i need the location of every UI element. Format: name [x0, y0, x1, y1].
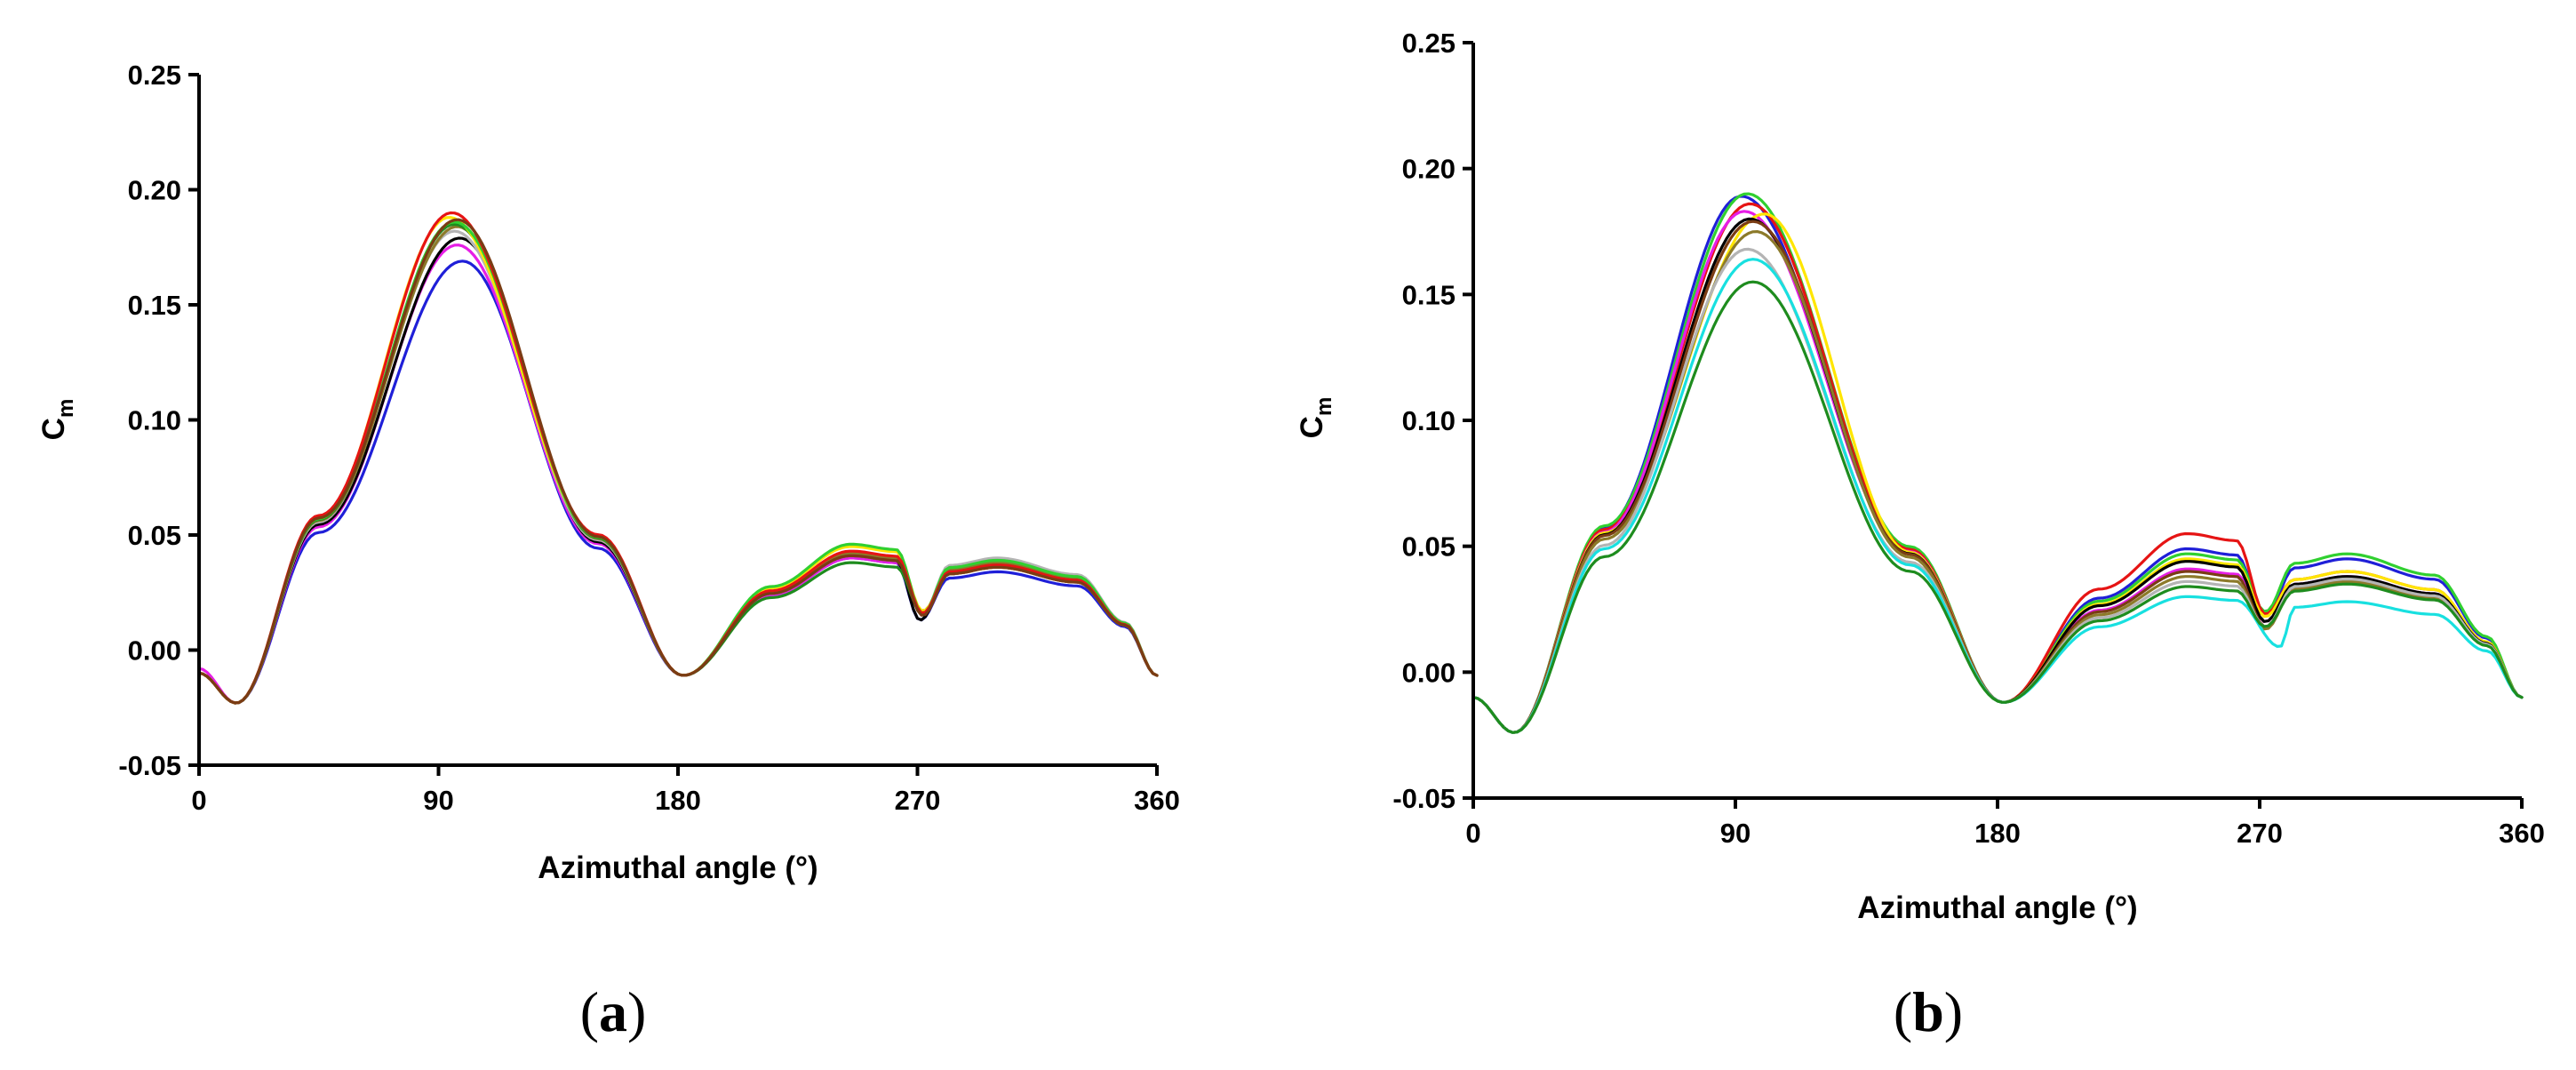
- y-axis-title-sub-b: m: [1312, 397, 1336, 416]
- x-ticks-a: 0 90 180 270 360: [191, 765, 1180, 816]
- y-tick-label: 0.00: [128, 635, 181, 667]
- series-line-red: [1471, 202, 2524, 734]
- x-ticks-b: 0 90 180 270 360: [1465, 798, 2545, 849]
- series-line-black: [197, 236, 1159, 705]
- y-tick-label: 0.20: [1402, 154, 1455, 185]
- series-line-gray: [197, 229, 1159, 705]
- y-tick-label: -0.05: [1392, 783, 1455, 814]
- x-tick-label: 270: [2237, 818, 2283, 849]
- series-line-red: [197, 211, 1159, 705]
- x-axis-title-a: Azimuthal angle (°): [538, 850, 817, 885]
- series-line-gray: [1471, 247, 2524, 734]
- x-tick-label: 90: [1720, 818, 1751, 849]
- series-line-black: [1471, 217, 2524, 734]
- plot-area-b: [1471, 192, 2524, 734]
- y-ticks-b: -0.05 0.00 0.05 0.10 0.15 0.20 0.25: [1392, 28, 1473, 814]
- series-line-lime: [197, 220, 1159, 705]
- plot-area-a: [197, 211, 1159, 705]
- panel-label-b: (b): [1894, 980, 1963, 1043]
- y-tick-label: 0.05: [128, 520, 181, 551]
- y-ticks-a: -0.05 0.00 0.05 0.10 0.15 0.20 0.25: [118, 60, 199, 781]
- series-line-olive: [197, 225, 1159, 705]
- y-axis-title-sub-a: m: [54, 399, 78, 418]
- series-line-darkgreen: [1471, 280, 2524, 734]
- x-tick-label: 360: [2499, 818, 2545, 849]
- y-tick-label: 0.10: [1402, 405, 1455, 436]
- y-tick-label: 0.20: [128, 175, 181, 206]
- series-line-blue: [1471, 195, 2524, 734]
- y-tick-label: 0.15: [128, 290, 181, 321]
- y-tick-label: -0.05: [118, 750, 181, 781]
- y-tick-label: 0.05: [1402, 531, 1455, 563]
- y-axis-title-main-b: C: [1295, 416, 1329, 438]
- chart-panel-a: -0.05 0.00 0.05 0.10 0.15 0.20 0.25 0 90 180 270 3…: [36, 60, 1180, 1043]
- y-axis-title-a: Cm: [36, 399, 78, 441]
- svg-text:Cm: Cm: [36, 399, 78, 441]
- x-tick-label: 360: [1134, 785, 1180, 816]
- y-tick-label: 0.25: [1402, 28, 1455, 59]
- series-line-green: [1471, 192, 2524, 734]
- series-line-blue: [197, 260, 1159, 705]
- series-line-brown: [197, 218, 1159, 705]
- svg-text:Cm: Cm: [1295, 397, 1336, 439]
- y-axis-title-b: Cm: [1295, 397, 1336, 439]
- series-line-olive: [1471, 230, 2524, 734]
- y-tick-label: 0.25: [128, 60, 181, 91]
- series-line-yellow: [1471, 212, 2524, 734]
- series-line-magenta: [197, 244, 1159, 705]
- x-tick-label: 90: [423, 785, 453, 816]
- series-line-brown: [1471, 220, 2524, 734]
- series-line-green: [197, 222, 1159, 705]
- x-tick-label: 180: [655, 785, 701, 816]
- series-line-magenta: [1471, 210, 2524, 734]
- chart-panel-b: -0.05 0.00 0.05 0.10 0.15 0.20 0.25 0 90 180 270 3…: [1295, 28, 2545, 1043]
- series-line-yellow: [197, 216, 1159, 705]
- y-axis-title-main-a: C: [36, 418, 71, 440]
- x-tick-label: 270: [895, 785, 941, 816]
- y-tick-label: 0.00: [1402, 657, 1455, 688]
- x-axis-title-b: Azimuthal angle (°): [1857, 890, 2137, 925]
- x-tick-label: 0: [191, 785, 206, 816]
- y-tick-label: 0.10: [128, 405, 181, 436]
- x-tick-label: 180: [1974, 818, 2021, 849]
- panel-label-a: (a): [580, 980, 647, 1043]
- x-tick-label: 0: [1465, 818, 1480, 849]
- y-tick-label: 0.15: [1402, 279, 1455, 310]
